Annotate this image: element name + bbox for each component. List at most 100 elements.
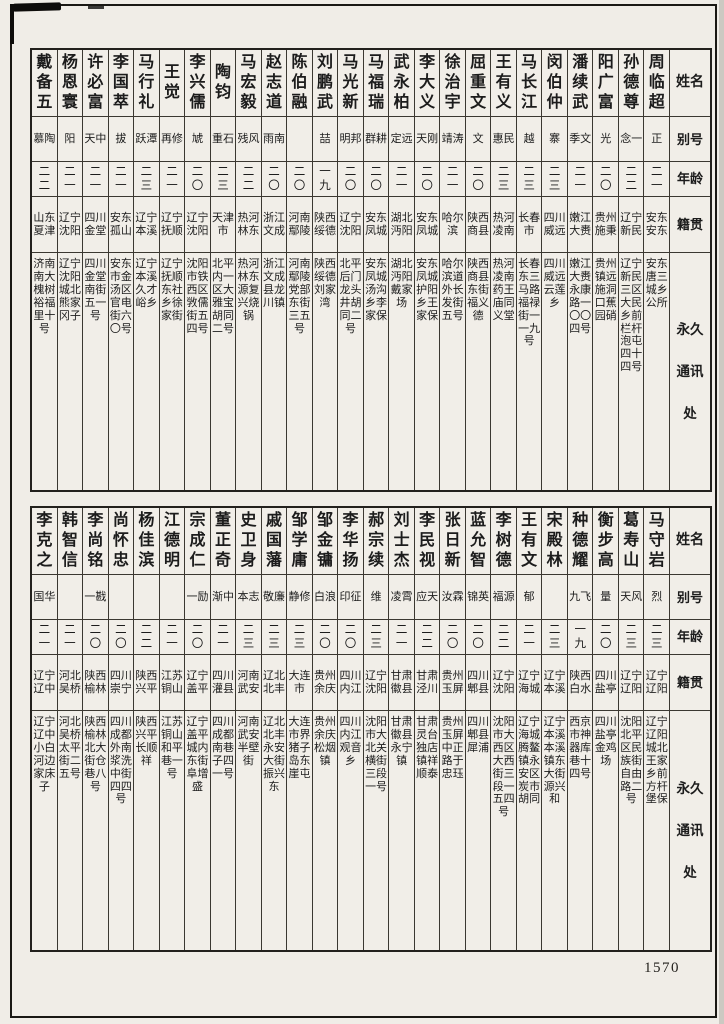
- person-name: 徐治宇: [440, 50, 465, 117]
- person-name: 王有义: [491, 50, 516, 117]
- person-alias: 印征: [338, 575, 363, 620]
- person-native-place: 河北吴桥: [57, 655, 83, 711]
- person-age: 二〇: [593, 162, 618, 197]
- person-alias: 越: [516, 117, 542, 162]
- person-address: 辽宁沈阳城北熊家冈子: [58, 258, 81, 322]
- person-native-place: 辽宁盖平: [185, 655, 210, 711]
- person-address: 湖北沔阳戴家场: [390, 258, 413, 309]
- person-alias: 光: [593, 117, 618, 162]
- person-age: 二一: [567, 162, 593, 197]
- person-address: 辽宁新民三区大民乡前栏杆泡屯四十四号: [620, 258, 643, 374]
- person-name: 韩智信: [57, 508, 83, 575]
- person-native-place: 辽宁新民: [618, 197, 644, 253]
- person-age: 二一: [389, 162, 414, 197]
- directory-table-bottom: 姓名 别号 年龄 籍贯 永久通讯处 马守岩 烈 二三 辽宁辽阳 辽宁辽阳城北王家…: [30, 506, 712, 952]
- person-address: 贵州玉屏中正路于忠珏: [441, 716, 464, 780]
- person-alias: 虓: [185, 117, 210, 162]
- person-alias: [108, 575, 134, 620]
- person-name: 孙德尊: [618, 50, 644, 117]
- person-column: 邹学庸 静修 二三 大连市 大连市界猪子岛东崖屯: [286, 508, 312, 950]
- person-age: 二一: [644, 162, 669, 197]
- person-alias: 一戡: [83, 575, 108, 620]
- person-address: 安东唐三城乡公所: [645, 258, 668, 309]
- person-column: 戴备五 慕陶 二二 山东夏津 济南南大槐树裕福里十号: [32, 50, 57, 490]
- person-alias: 量: [593, 575, 618, 620]
- person-column: 孙德尊 念一 二二 辽宁新民 辽宁新民三区大民乡前栏杆泡屯四十四号: [617, 50, 644, 490]
- person-native-place: 热河凌南: [491, 197, 516, 253]
- person-age: 二一: [516, 620, 542, 655]
- person-age: 二一: [32, 620, 57, 655]
- person-column: 杨恩寰 阳 二一 辽宁沈阳 辽宁沈阳城北熊家冈子: [56, 50, 83, 490]
- person-column: 王有义 惠民 二三 热河凌南 热河凌南药王庙同义堂: [490, 50, 516, 490]
- person-column: 张日新 汝霖 二〇 贵州玉屏 贵州玉屏中正路于忠珏: [439, 508, 465, 950]
- person-alias: 慕陶: [32, 117, 57, 162]
- person-age: 二〇: [338, 162, 363, 197]
- person-address: 沈阳市大西区大西街三段一五四号: [492, 716, 515, 819]
- person-alias: 渐中: [210, 575, 236, 620]
- person-column: 武永柏 定远 二一 湖北沔阳 湖北沔阳戴家场: [388, 50, 414, 490]
- person-column: 种德耀 九飞 一九 陕西白水 西京市神器库巷十四号: [566, 508, 593, 950]
- person-native-place: 四川灌县: [210, 655, 236, 711]
- person-native-place: 长春市: [516, 197, 542, 253]
- person-native-place: 辽宁辽阳: [644, 655, 669, 711]
- person-name: 杨佳滨: [134, 508, 159, 575]
- person-alias: 念一: [618, 117, 644, 162]
- person-age: 二二: [134, 620, 159, 655]
- person-age: 二一: [57, 620, 83, 655]
- person-name: 戴备五: [32, 50, 57, 117]
- person-name: 李国萃: [108, 50, 134, 117]
- person-age: 二一: [210, 620, 236, 655]
- person-address: 陕西兴平长顺祥: [135, 716, 158, 767]
- person-column: 马长江 越 二三 长春市 长春东三马路福禄街一一九号: [515, 50, 542, 490]
- person-name: 刘士杰: [389, 508, 414, 575]
- person-age: 二〇: [465, 162, 491, 197]
- header-native-place: 籍贯: [670, 197, 710, 253]
- person-alias: 拔: [108, 117, 134, 162]
- person-age: 二二: [236, 162, 261, 197]
- person-name: 周临超: [644, 50, 669, 117]
- person-alias: 阳: [57, 117, 83, 162]
- person-age: 一九: [567, 620, 593, 655]
- person-name: 邹金镛: [312, 508, 338, 575]
- person-alias: 九飞: [567, 575, 593, 620]
- person-column: 马守岩 烈 二三 辽宁辽阳 辽宁辽阳城北王家乡前方杆堡保: [643, 508, 669, 950]
- person-native-place: 安东凤城: [414, 197, 440, 253]
- person-age: 二二: [414, 620, 440, 655]
- person-age: 二一: [83, 162, 108, 197]
- person-column: 董正奇 渐中 二一 四川灌县 四川成都南巷子四一号: [209, 508, 236, 950]
- person-age: 二三: [236, 620, 261, 655]
- person-age: 二〇: [261, 162, 287, 197]
- person-name: 衡步高: [593, 508, 618, 575]
- person-alias: 维: [363, 575, 389, 620]
- person-native-place: 辽宁海城: [516, 655, 542, 711]
- person-native-place: 辽宁抚顺: [159, 197, 185, 253]
- person-column: 刘士杰 凌霄 二一 甘肃徽县 甘肃徽县永宁镇: [388, 508, 414, 950]
- person-age: 二二: [491, 620, 516, 655]
- person-alias: 凌霄: [389, 575, 414, 620]
- person-native-place: 陕西榆林: [83, 655, 108, 711]
- person-address: 安东凤城护阳乡王家保: [416, 258, 439, 322]
- person-column: 李大义 天刚 二〇 安东凤城 安东凤城护阳乡王家保: [413, 50, 440, 490]
- person-column: 葛寿山 天风 二三 辽宁辽阳 沈阳北平区民族街自由路二号: [617, 508, 644, 950]
- person-column: 郝宗续 维 二三 辽宁沈阳 沈阳市大北关横街三段一号: [362, 508, 389, 950]
- person-native-place: 四川内江: [338, 655, 363, 711]
- person-alias: 寨: [542, 117, 567, 162]
- person-native-place: 嫩江大赉: [567, 197, 593, 253]
- person-age: 二一: [57, 162, 83, 197]
- person-native-place: 安东孤山: [108, 197, 134, 253]
- person-address: 沈阳北平区民族街自由路二号: [620, 716, 643, 806]
- person-native-place: 安东安东: [644, 197, 669, 253]
- person-alias: 定远: [389, 117, 414, 162]
- person-address: 河北吴桥太平街二五号: [58, 716, 81, 780]
- person-alias: 文: [465, 117, 491, 162]
- person-column: 李华扬 印征 二〇 四川内江 四川内江观音乡: [337, 508, 363, 950]
- person-column: 杨佳滨 二二 陕西兴平 陕西兴平长顺祥: [133, 508, 159, 950]
- person-name: 邹学庸: [287, 508, 312, 575]
- scan-artifact: [88, 6, 104, 9]
- person-alias: 喆: [312, 117, 338, 162]
- person-address: 辽宁辽阳城北王家乡前方杆堡保: [645, 716, 668, 806]
- person-column: 陈伯融 二〇 河南鄢陵 河南鄢陵党部东街三五号: [286, 50, 312, 490]
- person-age: 二三: [287, 620, 312, 655]
- person-name: 尚怀忠: [108, 508, 134, 575]
- person-native-place: 陕西商县: [465, 197, 491, 253]
